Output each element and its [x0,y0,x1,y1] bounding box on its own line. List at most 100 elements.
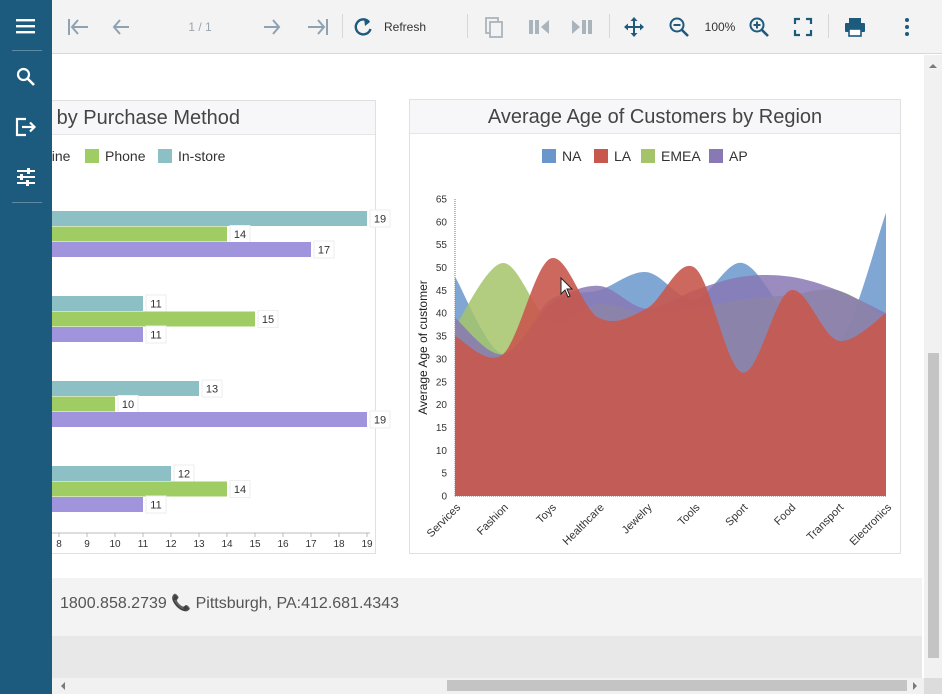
more-vertical-icon [905,18,909,36]
y-tick-label: 65 [436,195,448,206]
data-label: 14 [234,229,246,241]
data-label: 15 [262,314,274,326]
x-tick-label: Fashion [475,502,511,538]
x-tick-label: Food [772,502,798,528]
legend-swatch [158,149,172,163]
history-forward-icon [572,20,592,34]
scroll-left-icon [61,682,65,690]
parameters-icon [17,168,35,186]
x-tick-label: Electronics [848,501,895,548]
page-indicator-text: 1 / 1 [188,20,212,34]
sidebar-divider [12,202,42,203]
zoom-in-icon [749,17,769,37]
search-icon [16,67,35,86]
data-label: 11 [150,299,161,311]
print-icon [845,18,865,37]
legend-na: NA [542,147,581,165]
legend-swatch [85,149,99,163]
goto-parent-report-button[interactable] [480,0,508,54]
data-label: 11 [150,500,161,512]
refresh-button[interactable]: Refresh [352,0,442,54]
sidebar [0,0,52,694]
x-tick-label: 11 [138,539,149,550]
legend-label: LA [614,148,632,164]
data-label-box [369,209,391,228]
legend-phone: Phone [85,147,145,165]
pan-mode-button[interactable] [619,0,649,54]
search-button[interactable] [0,54,52,100]
menu-icon [16,19,35,34]
y-tick-label: 50 [436,263,448,274]
y-tick-label: 20 [436,400,448,411]
y-tick-label: 45 [436,286,448,297]
toolbar-divider [828,14,829,38]
sidebar-divider [12,50,42,51]
zoom-level: 100% [704,20,736,34]
y-tick-label: 25 [436,377,448,388]
legend-label: NA [562,148,582,164]
y-tick-label: 40 [436,309,448,320]
toolbar-divider [342,14,343,38]
footer-contact-text: 1800.858.2739 📞 Pittsburgh, PA:412.681.4… [60,595,399,612]
menu-button[interactable] [0,3,52,49]
parameters-button[interactable] [0,154,52,200]
data-label: 17 [318,245,330,257]
zoom-in-button[interactable] [744,0,774,54]
history-forward-button[interactable] [567,0,597,54]
x-tick-label: 16 [277,539,289,550]
bar-instore [31,466,171,481]
data-label-box [145,495,167,514]
x-tick-label: 9 [84,539,90,550]
first-page-button[interactable] [60,0,96,54]
more-options-button[interactable] [892,0,922,54]
toolbar-divider [609,14,610,38]
y-tick-label: 0 [441,492,447,503]
data-label: 14 [234,484,246,496]
page-indicator[interactable]: 1 / 1 [170,0,230,54]
bar-instore [31,381,199,396]
next-page-button[interactable] [257,0,287,54]
horizontal-scroll-thumb[interactable] [447,680,907,691]
data-label-box [369,410,391,429]
y-tick-label: 60 [436,217,448,228]
legend-label: Phone [105,148,146,164]
scroll-up-icon [929,64,937,68]
print-button[interactable] [838,0,872,54]
x-tick-label: Services [425,501,464,540]
zoom-out-button[interactable] [664,0,694,54]
history-back-button[interactable] [524,0,554,54]
export-button[interactable] [0,104,52,150]
vertical-scroll-thumb[interactable] [928,353,939,658]
y-tick-label: 30 [436,354,448,365]
legend-label: AP [729,148,748,164]
parent-report-icon [485,17,503,38]
left-chart-title: Sold by Purchase Method [11,107,241,129]
bar-online [31,412,367,427]
legend-emea: EMEA [641,147,701,165]
x-tick-label: 17 [305,539,317,550]
legend-instore: In-store [158,147,225,165]
x-tick-label: 15 [249,539,261,550]
x-tick-label: 14 [221,539,233,550]
zoom-out-icon [669,17,689,37]
bar-instore [31,211,367,226]
panel-header: Sold by Purchase Method [11,101,375,135]
x-tick-label: 18 [333,539,345,550]
last-page-icon [308,19,328,35]
data-label: 19 [374,214,386,226]
fullscreen-button[interactable] [788,0,818,54]
previous-page-button[interactable] [106,0,136,54]
footer-contact: 1800.858.2739 📞 Pittsburgh, PA:412.681.4… [60,593,399,613]
report-footer [52,578,922,636]
mouse-pointer-icon [560,276,574,298]
x-tick-label: Transport [805,502,846,543]
data-label-box [257,310,279,328]
zoom-level-dropdown[interactable]: 100% [700,0,740,54]
last-page-button[interactable] [300,0,336,54]
y-tick-label: 10 [436,446,448,457]
bar-phone [31,396,115,412]
legend-label: EMEA [661,148,701,164]
x-tick-label: Healthcare [561,502,607,548]
y-tick-label: 55 [436,240,448,251]
